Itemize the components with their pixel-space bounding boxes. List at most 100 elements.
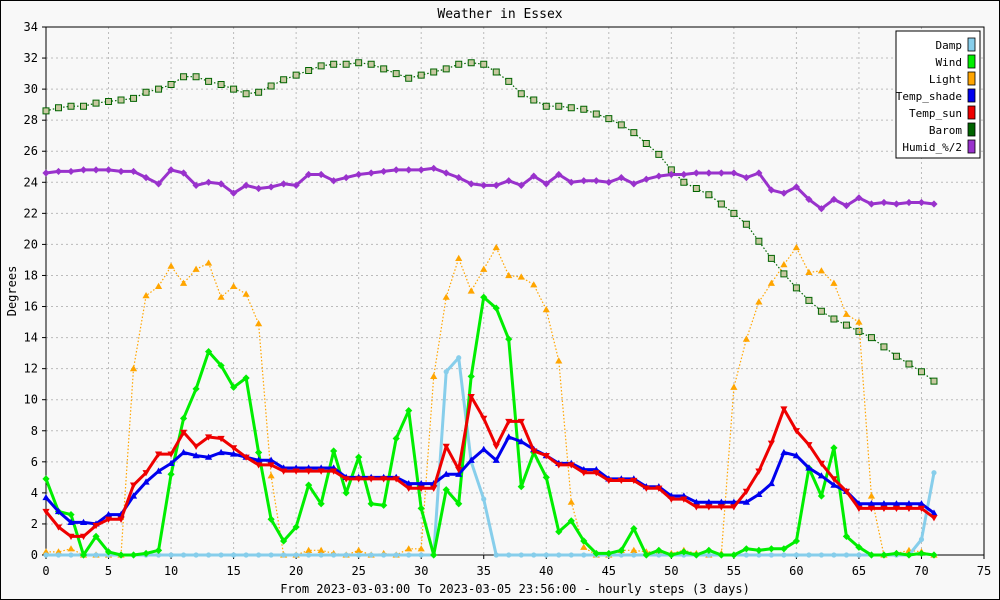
legend-item: Wind (936, 54, 976, 69)
data-point (555, 170, 563, 179)
data-point (417, 71, 425, 79)
legend-swatch (967, 122, 976, 137)
data-point (930, 515, 938, 522)
data-point (518, 552, 524, 558)
data-point (780, 406, 788, 413)
data-point (267, 82, 275, 90)
data-point (842, 532, 851, 540)
data-point (330, 177, 338, 185)
data-point (255, 88, 263, 96)
data-point (905, 505, 913, 513)
data-point (605, 549, 613, 558)
data-point (142, 470, 150, 477)
data-point (405, 479, 413, 487)
data-point (692, 169, 700, 177)
data-point (292, 71, 300, 79)
data-point (167, 470, 175, 478)
data-point (80, 102, 88, 110)
data-point (792, 284, 800, 292)
data-point (792, 243, 800, 251)
data-point (892, 200, 901, 208)
data-point (867, 334, 875, 342)
data-point (717, 504, 725, 511)
data-point (455, 174, 463, 182)
x-tick-label: 0 (42, 564, 49, 578)
data-point (817, 205, 826, 213)
data-point (154, 451, 163, 458)
data-point (867, 500, 876, 507)
data-point (706, 552, 712, 558)
data-point (605, 178, 613, 186)
data-point (342, 476, 350, 483)
data-point (230, 85, 238, 93)
data-point (92, 522, 100, 530)
data-point (481, 496, 487, 502)
data-point (831, 552, 837, 558)
data-point (380, 167, 388, 176)
data-point (730, 383, 738, 390)
data-point (255, 320, 263, 327)
legend-item: Temp_shade (896, 88, 976, 103)
x-axis-label: From 2023-03-03:00 To 2023-03-05 23:56:0… (280, 582, 750, 596)
y-tick-label: 8 (31, 424, 38, 438)
y-axis-label: Degrees (5, 266, 19, 317)
data-point (892, 549, 901, 558)
data-point (842, 488, 851, 495)
data-point (531, 552, 537, 558)
data-point (467, 59, 475, 67)
data-point (92, 166, 100, 174)
data-point (204, 259, 213, 266)
data-point (617, 477, 625, 485)
data-point (430, 551, 438, 559)
data-point (417, 166, 425, 174)
data-point (129, 365, 138, 372)
data-point (905, 551, 913, 559)
data-point (655, 150, 663, 158)
data-point (492, 181, 500, 189)
data-point (592, 549, 600, 558)
data-point (855, 505, 863, 513)
data-point (880, 500, 888, 507)
data-point (480, 60, 488, 68)
data-point (542, 306, 550, 313)
data-point (67, 545, 75, 552)
y-tick-label: 16 (24, 300, 38, 314)
data-point (655, 172, 663, 180)
data-point (505, 335, 513, 343)
data-point (655, 485, 663, 492)
legend-label: Barom (929, 124, 962, 137)
data-point (892, 500, 901, 507)
y-tick-label: 2 (31, 517, 38, 531)
data-point (817, 492, 826, 500)
data-point (154, 282, 163, 289)
data-point (142, 88, 150, 96)
data-point (730, 169, 738, 177)
data-point (54, 524, 63, 531)
data-point (742, 488, 750, 495)
data-point (555, 462, 563, 469)
data-point (780, 270, 788, 278)
data-point (917, 549, 926, 558)
data-point (217, 180, 225, 188)
data-point (456, 355, 462, 361)
data-point (317, 500, 325, 508)
y-tick-label: 34 (24, 20, 38, 34)
legend-swatch (967, 88, 976, 103)
data-point (717, 169, 725, 177)
data-point (154, 546, 163, 554)
data-point (492, 243, 500, 251)
data-point (443, 369, 449, 375)
data-point (918, 536, 925, 543)
data-point (617, 121, 625, 129)
x-tick-label: 35 (477, 564, 491, 578)
plot-area (45, 26, 985, 556)
data-point (117, 96, 125, 104)
data-point (792, 537, 800, 545)
data-point (317, 170, 325, 179)
data-point (430, 68, 438, 76)
data-point (79, 518, 88, 525)
x-tick-label: 55 (727, 564, 741, 578)
y-tick-label: 6 (31, 455, 38, 469)
